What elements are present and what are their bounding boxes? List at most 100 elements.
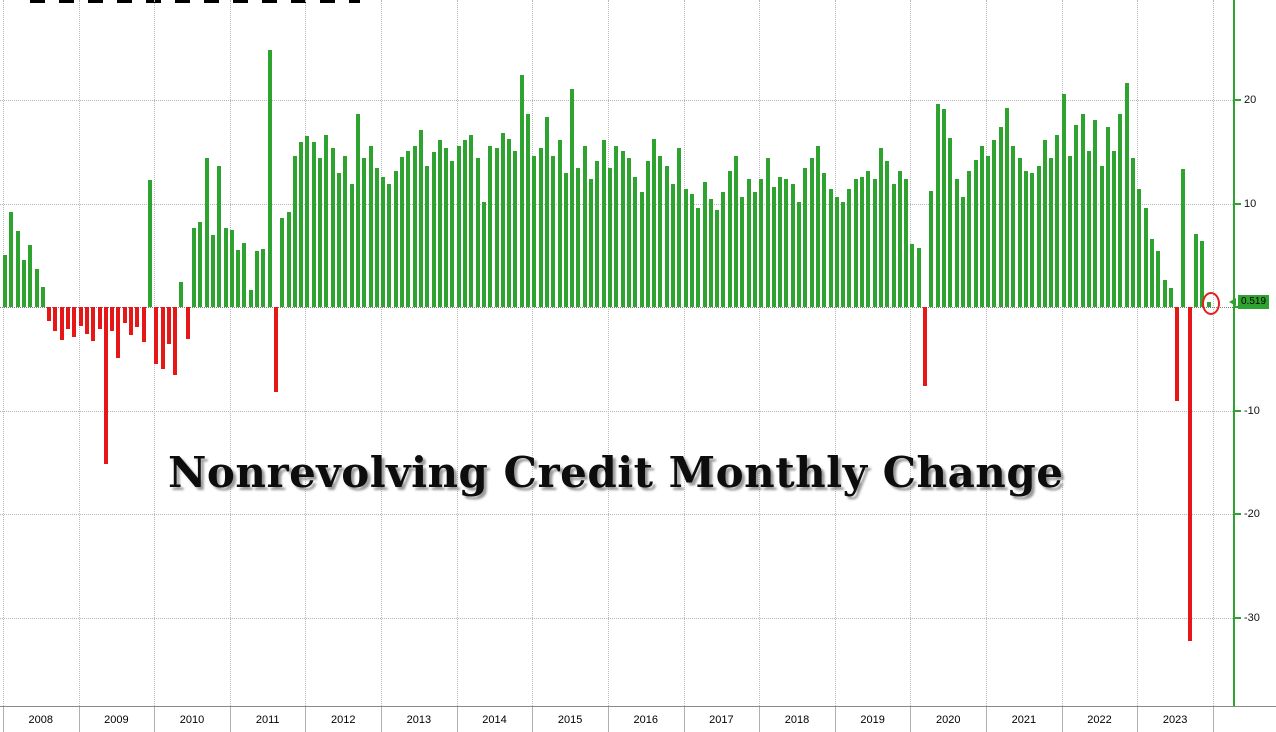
bar (343, 155, 348, 307)
bar (387, 183, 392, 307)
h-gridline (0, 410, 1233, 412)
bar (885, 161, 890, 307)
x-axis-separator (986, 707, 988, 732)
bar (601, 140, 606, 307)
bar (935, 104, 940, 307)
x-axis-separator (683, 707, 685, 732)
bar (1118, 114, 1123, 307)
bar (696, 207, 701, 307)
y-axis-tick (1235, 409, 1241, 412)
bar (973, 160, 978, 307)
v-gridline (532, 0, 534, 706)
bar (620, 150, 625, 307)
bar (929, 191, 934, 307)
y-axis-tick (1235, 202, 1241, 205)
bar (21, 260, 26, 307)
bar (860, 176, 865, 307)
bar (47, 307, 52, 322)
x-axis-year-label: 2021 (1011, 714, 1037, 726)
bar (488, 145, 493, 307)
x-axis-separator (607, 707, 609, 732)
bar (570, 88, 575, 307)
bar (1181, 169, 1186, 307)
x-axis-separator (759, 707, 761, 732)
bar (519, 75, 524, 307)
bar (72, 307, 77, 337)
bar (721, 192, 726, 307)
bar (349, 183, 354, 307)
bar (778, 176, 783, 307)
bar (1055, 135, 1060, 307)
last-point-circle-annotation (1202, 292, 1220, 315)
bar (734, 155, 739, 307)
bar (589, 178, 594, 307)
bar (891, 183, 896, 307)
bar (229, 230, 234, 307)
bar (671, 183, 675, 307)
v-gridline (456, 0, 458, 706)
bar (1023, 171, 1028, 307)
bar (1124, 83, 1129, 307)
bar (771, 186, 776, 307)
bar (551, 155, 556, 307)
x-axis-year-label: 2014 (482, 714, 507, 726)
bar (97, 307, 102, 329)
cropped-text-remnant (30, 0, 360, 3)
v-gridline (834, 0, 836, 706)
bar (834, 197, 839, 307)
bar (374, 168, 379, 307)
v-gridline (305, 0, 307, 706)
x-axis-year-label: 2015 (557, 714, 583, 726)
bar (1049, 157, 1054, 307)
x-axis-year-label: 2020 (936, 714, 961, 726)
bar (557, 140, 562, 307)
bar (960, 197, 965, 307)
bar (790, 183, 795, 307)
bar (299, 142, 304, 307)
bar (481, 202, 486, 307)
x-axis-year-label: 2017 (709, 714, 734, 726)
bar (355, 114, 360, 307)
bar (607, 168, 612, 307)
bar (526, 114, 531, 307)
bar (759, 178, 764, 307)
bar (324, 135, 329, 307)
bar (255, 251, 260, 307)
bar (847, 189, 852, 307)
bar (614, 145, 619, 307)
y-axis-tick (1235, 99, 1241, 101)
bar (822, 173, 827, 307)
x-axis-year-label: 2010 (179, 714, 205, 726)
bar (1175, 307, 1180, 402)
v-gridline (1137, 0, 1139, 706)
bar (1068, 155, 1073, 307)
bar (897, 171, 902, 307)
bar (273, 307, 278, 392)
x-axis-year-label: 2009 (104, 714, 129, 726)
bar (715, 209, 720, 307)
v-gridline (1061, 0, 1063, 706)
bar (986, 155, 991, 307)
bar (853, 178, 858, 307)
bar (1162, 280, 1167, 307)
v-gridline (229, 0, 231, 706)
bar (154, 307, 159, 364)
plot-area (0, 0, 1233, 706)
v-gridline (381, 0, 383, 706)
bar (66, 307, 71, 329)
bar (797, 202, 802, 307)
y-axis-tick-label: -30 (1244, 611, 1260, 624)
bar (1168, 288, 1173, 307)
bar (645, 161, 650, 307)
bar (444, 147, 449, 307)
bar (872, 178, 877, 307)
bar (740, 197, 745, 307)
bar (626, 157, 631, 307)
bar (1137, 189, 1142, 307)
bar (702, 181, 707, 307)
bar (752, 192, 757, 307)
bar (217, 166, 222, 307)
x-axis-year-label: 2012 (331, 714, 356, 726)
bar (425, 166, 430, 307)
bar (1112, 150, 1117, 307)
